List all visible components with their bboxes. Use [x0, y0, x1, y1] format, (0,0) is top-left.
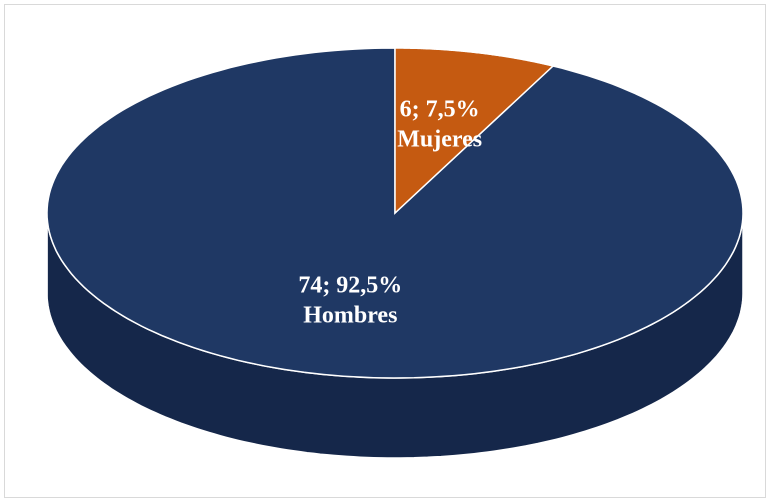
- data-label: 6; 7,5%: [400, 96, 480, 122]
- data-label: 74; 92,5%: [298, 273, 402, 299]
- category-label: Hombres: [303, 303, 397, 329]
- category-label: Mujeres: [397, 126, 482, 152]
- slice: [394, 47, 555, 215]
